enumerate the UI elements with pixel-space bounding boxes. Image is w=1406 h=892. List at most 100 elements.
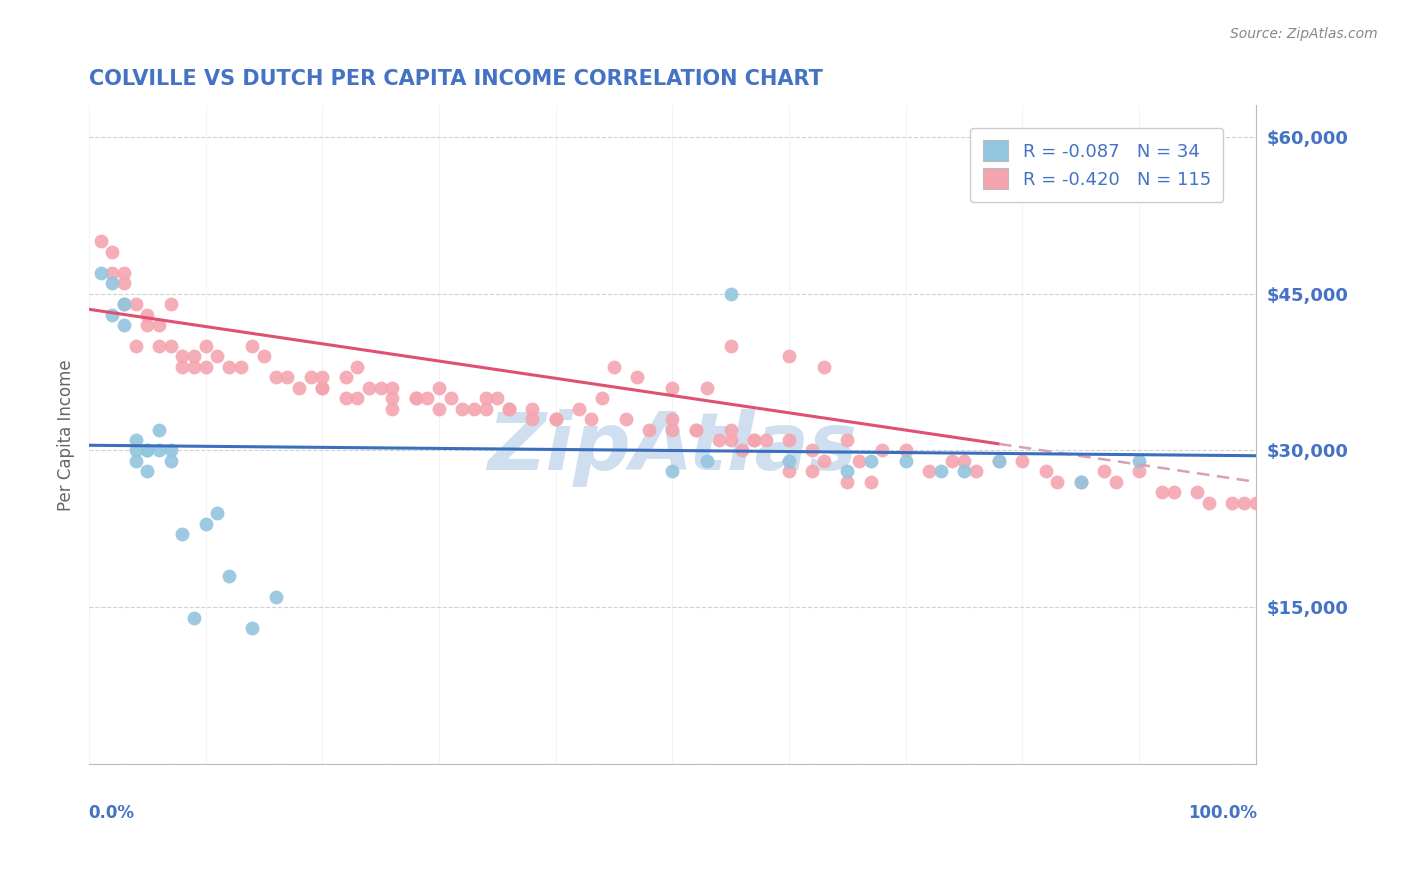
Point [159,454,181,468]
Point [837,464,859,478]
Point [1092,464,1115,478]
Point [918,464,941,478]
Point [801,443,824,458]
Point [136,464,159,478]
Point [1046,475,1069,489]
Point [112,297,135,311]
Point [148,443,170,458]
Point [859,475,882,489]
Point [626,370,648,384]
Point [1233,496,1256,510]
Point [813,359,835,374]
Point [1152,485,1174,500]
Point [813,454,835,468]
Point [405,391,427,405]
Point [148,423,170,437]
Point [183,359,205,374]
Point [136,443,159,458]
Point [194,339,217,353]
Point [1222,496,1244,510]
Point [101,244,124,259]
Point [229,359,252,374]
Point [522,401,544,416]
Point [661,412,683,426]
Point [1128,454,1150,468]
Point [1187,485,1209,500]
Text: COLVILLE VS DUTCH PER CAPITA INCOME CORRELATION CHART: COLVILLE VS DUTCH PER CAPITA INCOME CORR… [89,69,823,88]
Point [101,308,124,322]
Point [440,391,463,405]
Point [90,266,112,280]
Text: ZipAtlas: ZipAtlas [488,409,858,487]
Point [474,391,496,405]
Point [720,339,742,353]
Point [894,454,917,468]
Point [801,464,824,478]
Point [136,443,159,458]
Point [661,464,683,478]
Point [603,359,626,374]
Point [614,412,637,426]
Point [288,381,311,395]
Point [159,297,181,311]
Point [1128,464,1150,478]
Point [544,412,567,426]
Point [498,401,520,416]
Point [988,454,1011,468]
Point [136,308,159,322]
Point [965,464,987,478]
Point [778,464,800,478]
Point [696,381,718,395]
Point [359,381,381,395]
Point [544,412,567,426]
Point [218,569,240,583]
Point [451,401,474,416]
Point [778,350,800,364]
Point [125,339,148,353]
Point [1105,475,1128,489]
Point [136,318,159,332]
Point [929,464,952,478]
Point [837,475,859,489]
Point [872,443,894,458]
Point [194,516,217,531]
Point [522,412,544,426]
Point [242,339,264,353]
Point [848,454,870,468]
Point [463,401,485,416]
Point [638,423,661,437]
Point [242,621,264,635]
Point [381,401,404,416]
Point [859,454,882,468]
Text: 0.0%: 0.0% [89,804,134,822]
Text: 100.0%: 100.0% [1188,804,1257,822]
Point [988,454,1011,468]
Point [755,433,778,447]
Point [1163,485,1185,500]
Point [183,611,205,625]
Point [720,286,742,301]
Point [953,454,976,468]
Point [90,235,112,249]
Text: Source: ZipAtlas.com: Source: ZipAtlas.com [1230,27,1378,41]
Point [1198,496,1220,510]
Point [125,433,148,447]
Point [486,391,509,405]
Point [661,381,683,395]
Point [125,297,148,311]
Point [742,433,765,447]
Point [125,454,148,468]
Point [1070,475,1092,489]
Point [720,423,742,437]
Point [696,454,718,468]
Point [264,370,287,384]
Point [299,370,322,384]
Point [742,433,765,447]
Point [183,350,205,364]
Point [1244,496,1267,510]
Point [311,381,333,395]
Point [894,443,917,458]
Point [218,359,240,374]
Point [707,433,730,447]
Point [125,443,148,458]
